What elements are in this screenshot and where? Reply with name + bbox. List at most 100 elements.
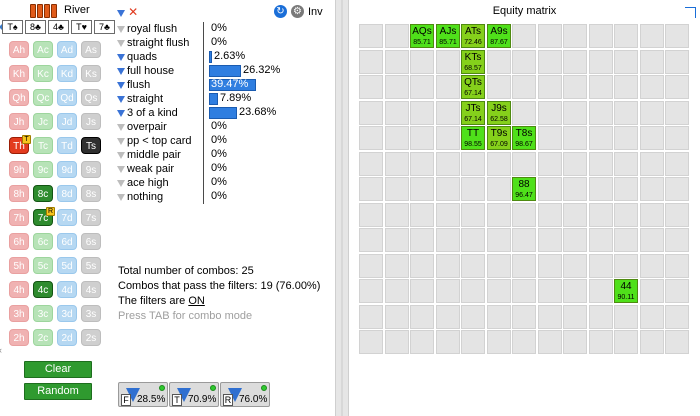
matrix-cell[interactable]: [487, 279, 511, 303]
card-Th[interactable]: Th T: [9, 135, 31, 154]
matrix-cell[interactable]: [563, 330, 587, 354]
card-Td[interactable]: Td: [57, 137, 77, 154]
matrix-cell[interactable]: [385, 50, 409, 74]
card-Ts[interactable]: Ts: [81, 137, 101, 154]
card-3h[interactable]: 3h: [9, 305, 29, 322]
matrix-cell[interactable]: [461, 254, 485, 278]
card-2s[interactable]: 2s: [81, 329, 101, 346]
matrix-cell[interactable]: [487, 152, 511, 176]
gear-icon[interactable]: ⚙: [291, 5, 304, 18]
filter-funnel-icon[interactable]: [117, 137, 125, 145]
matrix-cell[interactable]: [359, 330, 383, 354]
matrix-cell[interactable]: [512, 330, 536, 354]
matrix-cell[interactable]: [665, 203, 689, 227]
filters-on-toggle[interactable]: ON: [188, 295, 205, 307]
board-card-5[interactable]: 7♣: [94, 20, 115, 34]
matrix-cell[interactable]: [665, 126, 689, 150]
matrix-cell[interactable]: [359, 279, 383, 303]
matrix-cell[interactable]: [410, 177, 434, 201]
filter-row[interactable]: ace high 0%: [117, 176, 317, 190]
matrix-cell[interactable]: [563, 228, 587, 252]
matrix-cell[interactable]: [359, 305, 383, 329]
matrix-cell[interactable]: [563, 177, 587, 201]
street-filter-f[interactable]: F 28.5%: [118, 382, 168, 407]
matrix-cell[interactable]: [359, 101, 383, 125]
matrix-cell[interactable]: [614, 50, 638, 74]
clear-filter-icon[interactable]: ✕: [128, 5, 139, 19]
matrix-cell[interactable]: [359, 75, 383, 99]
matrix-cell[interactable]: [512, 279, 536, 303]
filter-row[interactable]: flush 39.47%: [117, 78, 317, 92]
filter-funnel-icon[interactable]: [117, 109, 125, 117]
card-8d[interactable]: 8d: [57, 185, 77, 202]
matrix-cell[interactable]: [589, 177, 613, 201]
matrix-cell-KTs[interactable]: KTs 68.57: [461, 50, 485, 74]
card-7d[interactable]: 7d: [57, 209, 77, 226]
card-5d[interactable]: 5d: [57, 257, 77, 274]
matrix-cell[interactable]: [614, 101, 638, 125]
card-8c[interactable]: 8c: [33, 185, 53, 202]
matrix-cell[interactable]: [665, 330, 689, 354]
matrix-cell[interactable]: [614, 152, 638, 176]
filter-row[interactable]: quads 2.63%: [117, 50, 317, 64]
matrix-cell[interactable]: [538, 254, 562, 278]
filter-row[interactable]: weak pair 0%: [117, 162, 317, 176]
matrix-cell[interactable]: [589, 279, 613, 303]
filter-funnel-icon[interactable]: [117, 151, 125, 159]
card-3s[interactable]: 3s: [81, 305, 101, 322]
card-4d[interactable]: 4d: [57, 281, 77, 298]
card-Ah[interactable]: Ah: [9, 41, 29, 58]
filter-row[interactable]: 3 of a kind 23.68%: [117, 106, 317, 120]
matrix-cell[interactable]: [385, 305, 409, 329]
matrix-cell[interactable]: [487, 305, 511, 329]
matrix-cell[interactable]: [410, 126, 434, 150]
matrix-cell[interactable]: [538, 75, 562, 99]
card-6s[interactable]: 6s: [81, 233, 101, 250]
matrix-cell[interactable]: [436, 177, 460, 201]
card-6c[interactable]: 6c: [33, 233, 53, 250]
matrix-cell[interactable]: [665, 279, 689, 303]
matrix-cell[interactable]: [563, 50, 587, 74]
matrix-cell[interactable]: [461, 228, 485, 252]
matrix-cell[interactable]: [487, 228, 511, 252]
card-7c[interactable]: 7c R: [33, 207, 55, 226]
matrix-cell[interactable]: [563, 75, 587, 99]
card-9c[interactable]: 9c: [33, 161, 53, 178]
matrix-cell[interactable]: [614, 305, 638, 329]
filter-row[interactable]: overpair 0%: [117, 120, 317, 134]
matrix-cell[interactable]: [436, 50, 460, 74]
matrix-cell[interactable]: [359, 152, 383, 176]
filter-funnel-icon[interactable]: [117, 25, 125, 33]
matrix-cell-AQs[interactable]: AQs 85.71: [410, 24, 434, 48]
matrix-cell[interactable]: [563, 24, 587, 48]
matrix-cell[interactable]: [614, 126, 638, 150]
card-Js[interactable]: Js: [81, 113, 101, 130]
matrix-cell[interactable]: [359, 203, 383, 227]
matrix-cell-AJs[interactable]: AJs 85.71: [436, 24, 460, 48]
card-2c[interactable]: 2c: [33, 329, 53, 346]
matrix-cell-JTs[interactable]: JTs 67.14: [461, 101, 485, 125]
matrix-cell[interactable]: [487, 203, 511, 227]
card-9h[interactable]: 9h: [9, 161, 29, 178]
matrix-cell-QTs[interactable]: QTs 67.14: [461, 75, 485, 99]
matrix-cell[interactable]: [385, 228, 409, 252]
card-Ks[interactable]: Ks: [81, 65, 101, 82]
matrix-cell[interactable]: [487, 75, 511, 99]
matrix-cell[interactable]: [487, 50, 511, 74]
matrix-cell[interactable]: [512, 254, 536, 278]
filter-funnel-icon[interactable]: [117, 193, 125, 201]
card-Jd[interactable]: Jd: [57, 113, 77, 130]
matrix-cell[interactable]: [436, 152, 460, 176]
street-filter-t[interactable]: T 70.9%: [169, 382, 219, 407]
matrix-cell[interactable]: [589, 50, 613, 74]
matrix-cell[interactable]: [614, 330, 638, 354]
card-6d[interactable]: 6d: [57, 233, 77, 250]
random-button[interactable]: Random: [24, 383, 92, 400]
board-card-2[interactable]: 8♣: [25, 20, 46, 34]
matrix-cell[interactable]: [385, 24, 409, 48]
matrix-cell[interactable]: [589, 330, 613, 354]
matrix-cell[interactable]: [640, 279, 664, 303]
matrix-cell[interactable]: [385, 254, 409, 278]
matrix-cell[interactable]: [665, 75, 689, 99]
matrix-cell[interactable]: [640, 126, 664, 150]
